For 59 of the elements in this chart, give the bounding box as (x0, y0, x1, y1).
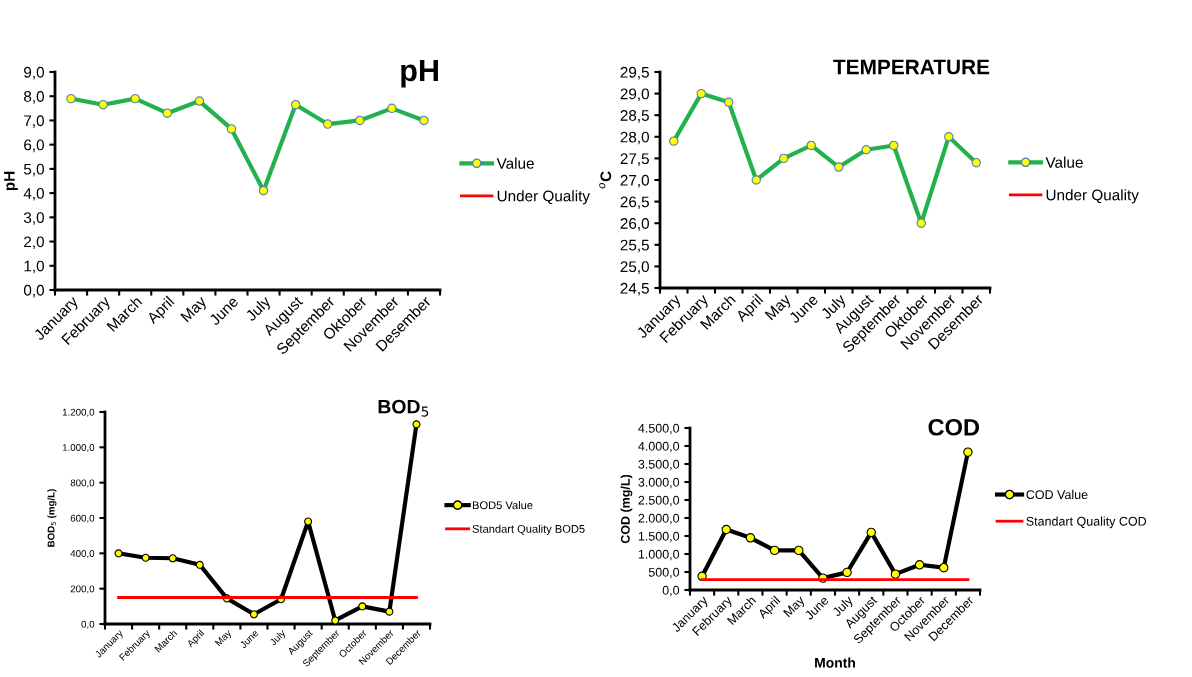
y-tick-label: 2,0 (24, 236, 44, 250)
y-tick-label: 29,5 (620, 66, 649, 80)
y-tick-label: 600,0 (70, 514, 95, 523)
y-tick-label: 800,0 (70, 479, 95, 488)
y-tick-label: 0,0 (662, 585, 680, 597)
legend-label: Under Quality (1046, 189, 1139, 204)
chart-title: pH (401, 60, 438, 88)
chart-title: TEMPERATURE (833, 59, 990, 75)
y-tick-label: 8,0 (24, 91, 44, 104)
chart-title: BOD$_{5}$ (378, 399, 429, 417)
y-tick-label: 2.000,0 (638, 513, 680, 525)
y-tick-label: 4.000,0 (638, 441, 680, 453)
y-tick-label: 0,0 (23, 284, 44, 298)
y-tick-label: 6,0 (24, 139, 44, 153)
y-tick-label: 4,0 (23, 187, 44, 201)
legend-label: COD Value (1026, 489, 1088, 500)
x-tick-label: May (214, 629, 234, 648)
y-tick-label: 9,0 (24, 66, 44, 80)
legend-label: BOD5 Value (472, 500, 533, 510)
x-axis-title: Month (815, 657, 855, 668)
y-tick-label: 1.000,0 (638, 549, 680, 561)
y-tick-label: 28,0 (620, 131, 649, 145)
legend-label: Under Quality (497, 190, 590, 205)
y-tick-label: 25,5 (620, 239, 649, 253)
y-tick-label: 200,0 (70, 585, 95, 594)
y-axis-title: COD (mg/L) (620, 474, 633, 544)
y-tick-label: 1.200,0 (62, 408, 95, 417)
y-tick-label: 27,5 (620, 153, 649, 166)
y-axis-title: pH (4, 171, 18, 191)
y-tick-label: 0,0 (81, 620, 95, 629)
x-tick-label: July (268, 628, 288, 648)
legend-label: Standart Quality COD (1026, 516, 1147, 529)
y-tick-label: 1,0 (24, 260, 44, 274)
y-tick-label: 5,0 (23, 163, 44, 177)
y-tick-label: 29,0 (620, 88, 649, 102)
y-tick-label: 28,5 (620, 110, 649, 123)
y-tick-label: 4.500,0 (638, 423, 680, 435)
y-tick-label: 26,5 (620, 196, 649, 210)
legend-label: Value (496, 157, 534, 169)
y-axis-title: $^{o}$C (599, 171, 612, 189)
y-tick-label: 2.500,0 (638, 495, 680, 507)
y-tick-label: 27,0 (620, 174, 649, 188)
y-axis-title: BOD$_{5}$ (mg/L) (47, 489, 57, 547)
y-tick-label: 7,0 (24, 115, 44, 128)
y-tick-label: 1.000,0 (62, 444, 95, 453)
y-tick-label: 1.500,0 (638, 531, 680, 543)
y-tick-label: 500,0 (648, 567, 680, 579)
legend-label: Standart Quality BOD5 (472, 524, 585, 536)
y-tick-label: 400,0 (70, 550, 95, 559)
legend-label: Value (1045, 156, 1083, 168)
x-tick-label: May (180, 295, 210, 325)
y-tick-label: 26,0 (620, 218, 649, 231)
x-tick-label: May (783, 595, 807, 620)
y-tick-label: 3.500,0 (638, 459, 680, 471)
chart-title: COD (928, 418, 980, 436)
y-tick-label: 3,0 (23, 212, 44, 225)
y-tick-label: 3.000,0 (638, 477, 680, 489)
y-tick-label: 25,0 (620, 261, 649, 274)
y-tick-label: 24,5 (620, 282, 649, 296)
